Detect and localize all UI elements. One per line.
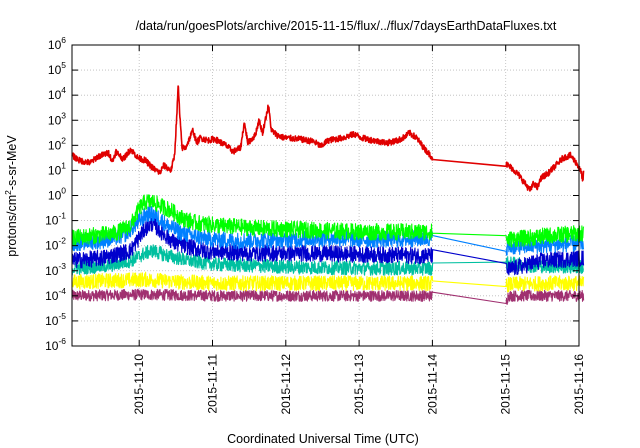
y-tick-label: 103 bbox=[48, 110, 66, 127]
y-tick-base: 10 bbox=[45, 264, 59, 278]
y-tick-base: 10 bbox=[48, 113, 62, 127]
y-tick-exp: 0 bbox=[61, 186, 66, 196]
y-tick-exp: 4 bbox=[61, 85, 66, 95]
y-tick-base: 10 bbox=[48, 138, 62, 152]
x-tick-label: 2015-11-13 bbox=[352, 354, 366, 415]
y-tick-base: 10 bbox=[48, 88, 62, 102]
series-line bbox=[71, 85, 585, 192]
y-tick-exp: -6 bbox=[58, 336, 66, 346]
y-tick-base: 10 bbox=[45, 239, 59, 253]
chart-title: /data/run/goesPlots/archive/2015-11-15/f… bbox=[136, 19, 557, 33]
y-tick-base: 10 bbox=[45, 289, 59, 303]
y-tick-exp: -3 bbox=[58, 261, 66, 271]
y-tick-base: 10 bbox=[48, 38, 62, 52]
y-tick-base: 10 bbox=[48, 189, 62, 203]
y-tick-label: 10-5 bbox=[45, 311, 66, 328]
series-line bbox=[71, 288, 585, 305]
series-line bbox=[71, 204, 585, 256]
y-tick-base: 10 bbox=[45, 214, 59, 228]
series-line bbox=[71, 194, 585, 248]
x-tick-label: 2015-11-12 bbox=[279, 354, 293, 415]
y-tick-exp: -2 bbox=[58, 236, 66, 246]
y-tick-base: 10 bbox=[48, 163, 62, 177]
y-tick-exp: 2 bbox=[61, 135, 66, 145]
y-tick-label: 104 bbox=[48, 85, 66, 102]
y-tick-exp: -5 bbox=[58, 311, 66, 321]
series-line bbox=[71, 215, 585, 276]
y-tick-base: 10 bbox=[45, 314, 59, 328]
y-tick-label: 101 bbox=[48, 160, 66, 177]
x-tick-label: 2015-11-14 bbox=[425, 354, 439, 415]
y-tick-exp: -1 bbox=[58, 211, 66, 221]
y-axis-label-sup: 2 bbox=[3, 190, 13, 195]
series-layer bbox=[71, 85, 585, 305]
series-line bbox=[71, 271, 585, 293]
y-tick-exp: -4 bbox=[58, 286, 66, 296]
x-tick-label: 2015-11-11 bbox=[205, 354, 219, 414]
y-axis-label: protons/cm2-s-sr-MeV bbox=[3, 135, 19, 257]
y-tick-label: 106 bbox=[48, 35, 66, 52]
x-tick-label: 2015-11-16 bbox=[572, 354, 586, 415]
x-axis-label: Coordinated Universal Time (UTC) bbox=[227, 432, 419, 446]
y-tick-exp: 6 bbox=[61, 35, 66, 45]
y-tick-label: 100 bbox=[48, 186, 66, 203]
x-tick-label: 2015-11-15 bbox=[499, 354, 513, 415]
y-tick-exp: 1 bbox=[61, 160, 66, 170]
y-axis-label-post: -s-sr-MeV bbox=[5, 135, 19, 191]
y-tick-base: 10 bbox=[48, 63, 62, 77]
x-tick-label: 2015-11-10 bbox=[132, 354, 146, 415]
y-tick-exp: 3 bbox=[61, 110, 66, 120]
y-tick-label: 10-3 bbox=[45, 261, 66, 278]
y-tick-exp: 5 bbox=[61, 60, 66, 70]
y-tick-label: 10-4 bbox=[45, 286, 66, 303]
y-tick-label: 10-6 bbox=[45, 336, 66, 353]
y-axis-label-pre: protons/cm bbox=[5, 195, 19, 257]
y-tick-base: 10 bbox=[45, 339, 59, 353]
y-tick-label: 102 bbox=[48, 135, 66, 152]
y-tick-label: 10-1 bbox=[45, 211, 66, 228]
x-axis-ticks: 2015-11-10 2015-11-11 2015-11-12 2015-11-13… bbox=[132, 45, 586, 415]
y-tick-label: 10-2 bbox=[45, 236, 66, 253]
y-axis-ticks: 10-610-510-410-310-210-11001011021031041… bbox=[45, 35, 579, 353]
y-tick-label: 105 bbox=[48, 60, 66, 77]
